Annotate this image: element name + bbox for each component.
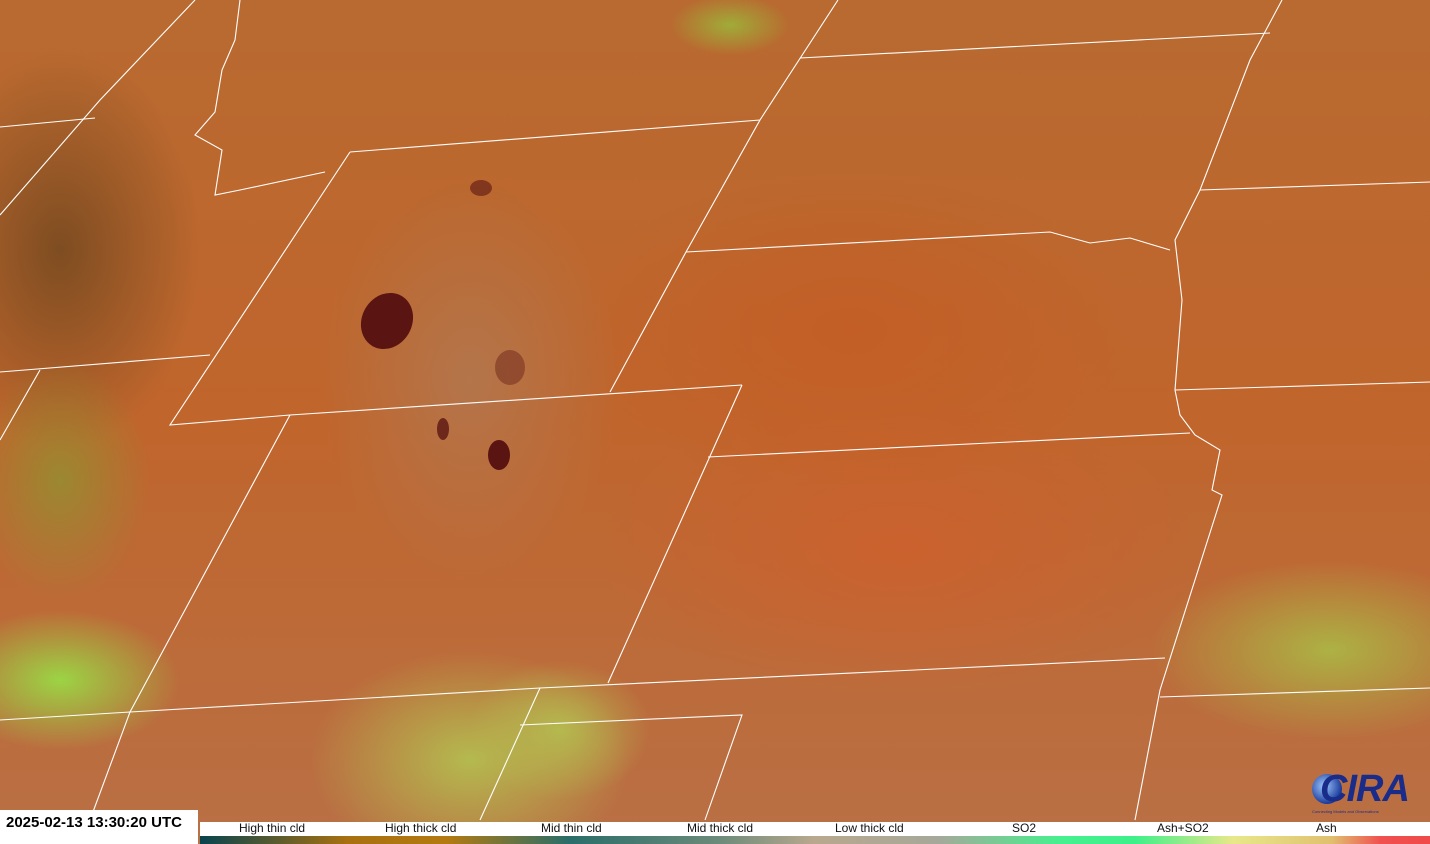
legend-color-bar [200,836,1430,844]
cira-logo: CIRA Connecting Models and Observations [1312,768,1410,814]
legend-label: High thin cld [239,821,306,835]
legend-label: SO2 [1012,821,1037,835]
legend-label: Mid thin cld [541,821,602,835]
legend-label: Low thick cld [835,821,904,835]
dark-cloud-spot [470,180,492,196]
legend-label: Mid thick cld [687,821,754,835]
timestamp-label: 2025-02-13 13:30:20 UTC [0,810,198,844]
legend-label: Ash+SO2 [1157,821,1209,835]
dark-cloud-spot [488,440,510,470]
globe-icon [1312,774,1342,804]
dark-cloud-spot [495,350,525,385]
legend-label: High thick cld [385,821,457,835]
dark-cloud-spot [437,418,449,440]
legend-label: Ash [1316,821,1337,835]
color-legend: High thin cld High thick cld Mid thin cl… [200,821,1430,844]
